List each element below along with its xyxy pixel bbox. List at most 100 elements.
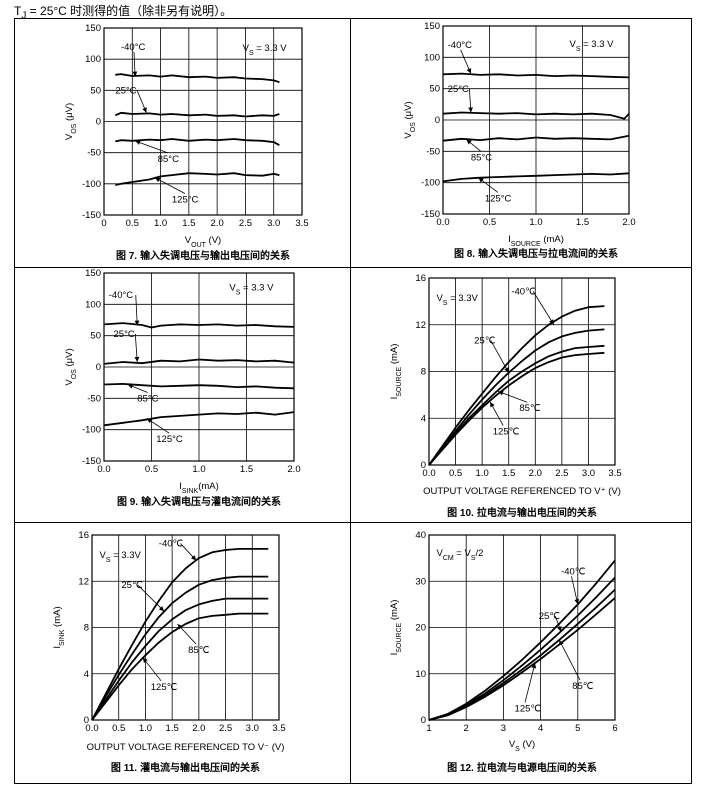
- annotation-arrow-line: [134, 140, 169, 154]
- x-axis-label-tail: (V): [206, 235, 221, 246]
- y-tick-label: 0: [421, 715, 426, 726]
- annotation-arrowhead: [127, 384, 134, 389]
- plot-frame: [442, 25, 630, 215]
- y-tick-label: 0: [435, 115, 440, 126]
- legend-vs-tail: = 3.3V: [447, 293, 478, 304]
- series-annotation: 25°C: [115, 85, 136, 96]
- y-axis-label: VOS (μV): [403, 101, 417, 138]
- y-tick-label: -100: [82, 425, 101, 436]
- y-axis-label: VOS (μV): [64, 348, 78, 385]
- y-tick-label: 0: [421, 460, 426, 471]
- grid: [103, 27, 303, 216]
- series-annotation: 85℃: [572, 681, 594, 692]
- annotation-arrowhead: [557, 626, 562, 632]
- y-axis-label: ISOURCE (mA): [389, 600, 403, 656]
- x-tick-label: 5: [575, 723, 580, 734]
- annotation-arrow-line: [135, 295, 138, 326]
- series-line-3: [115, 172, 280, 186]
- annotation-arrow-line: [532, 291, 555, 325]
- legend-vs-tail: = V: [454, 548, 472, 559]
- y-tick-label: 40: [415, 530, 426, 541]
- x-tick-label: 1.0: [139, 723, 152, 734]
- chart-fig10: 0.0 0.5 1.0 1.5 2.0 2.5 3.0 3.5 0 4 8 12 16 ISOURCE (…: [389, 273, 622, 519]
- legend-vs-main: V: [436, 293, 443, 304]
- x-axis-label-tail: (V): [520, 739, 535, 750]
- caption-number: 图 10.: [447, 507, 474, 519]
- x-axis-label: ISINK(mA): [179, 481, 219, 495]
- x-tick-label: 0.5: [145, 464, 158, 475]
- y-tick-label: 100: [85, 54, 101, 65]
- series-annotation: 125℃: [515, 704, 542, 715]
- x-axis-label-main: OUTPUT VOLTAGE REFERENCED TO V: [423, 486, 601, 497]
- x-tick-label: 0.5: [126, 218, 139, 229]
- series-annotation: 25°C: [448, 84, 469, 95]
- series-annotation: -40℃: [511, 286, 536, 297]
- x-axis-label-main: OUTPUT VOLTAGE REFERENCED TO V: [87, 742, 265, 753]
- x-tick-label: 1.5: [166, 723, 179, 734]
- y-tick-label: 12: [415, 320, 426, 331]
- y-tick-label: -50: [87, 148, 101, 159]
- legend-vs-tail: = 3.3V: [110, 550, 141, 561]
- legend-vs: VCM = VS/2: [436, 548, 483, 562]
- y-axis-label-tail: (mA): [389, 600, 400, 623]
- series-annotation: -40°C: [121, 42, 146, 53]
- y-axis-label-sub: OS: [71, 369, 78, 379]
- annotation-arrow-line: [497, 390, 528, 403]
- legend-vs: VS = 3.3 V: [569, 39, 614, 53]
- x-tick-label: 2.0: [529, 468, 542, 479]
- series-annotation: 85℃: [188, 645, 210, 656]
- x-tick-label: 2.0: [192, 723, 205, 734]
- x-axis-label-sub: S: [515, 746, 520, 753]
- y-tick-label: 50: [90, 331, 101, 342]
- annotation-arrowhead: [574, 598, 580, 605]
- annotation-arrow-line: [154, 177, 186, 194]
- x-axis-label-main: V: [509, 739, 516, 750]
- series-line-3: [442, 172, 630, 183]
- caption-number: 图 9.: [117, 496, 138, 508]
- annotation-arrowhead: [158, 606, 165, 612]
- series-line-0: [91, 547, 269, 721]
- x-axis-label-sub: SOURCE: [511, 241, 541, 248]
- series-line-3: [428, 597, 616, 721]
- x-tick-label: 2.5: [219, 723, 232, 734]
- grid: [428, 534, 616, 721]
- series-line-3: [428, 351, 605, 466]
- header-tj-sub: J: [21, 10, 27, 22]
- annotation-arrowhead: [134, 356, 140, 362]
- series-annotation: 25℃: [539, 611, 561, 622]
- y-axis-label-main: V: [64, 133, 75, 140]
- y-tick-label: 30: [415, 576, 426, 587]
- y-axis-label-tail: (μV): [64, 348, 75, 369]
- x-tick-label: 1.5: [576, 217, 589, 228]
- x-tick-label: 3.5: [272, 723, 285, 734]
- series-line-0: [428, 559, 616, 721]
- y-tick-label: 0: [84, 715, 89, 726]
- y-axis-label: ISOURCE (mA): [389, 344, 403, 400]
- x-axis-label-main: I: [508, 234, 511, 245]
- x-axis-label-main: I: [179, 481, 182, 492]
- x-tick-label: 0: [101, 218, 106, 229]
- y-axis-label-tail: (mA): [389, 344, 400, 367]
- y-tick-label: 4: [84, 669, 89, 680]
- y-axis-label-sub: SOURCE: [396, 622, 403, 652]
- plot-frame: [428, 277, 616, 466]
- x-tick-label: 1: [426, 723, 431, 734]
- annotation-arrowhead: [466, 68, 472, 74]
- legend-vs: VS = 3.3 V: [229, 282, 274, 296]
- annotation-arrowhead: [177, 624, 183, 630]
- x-tick-label: 0.0: [436, 217, 449, 228]
- y-axis-label-tail: (μV): [403, 101, 414, 122]
- legend-vs-main: V: [99, 550, 106, 561]
- series-annotation: 25°C: [114, 329, 135, 340]
- x-tick-label: 1.0: [476, 468, 489, 479]
- y-axis-label-sub: SINK: [59, 629, 66, 646]
- series-annotation: -40°C: [448, 40, 473, 51]
- y-tick-label: 16: [415, 273, 426, 284]
- x-axis-label: VS (V): [509, 739, 535, 753]
- annotation-arrowhead: [154, 177, 161, 183]
- figure-panel-fig8: 0.0 0.5 1.0 1.5 2.0 -150 -100 -50 0 50 100 150 VOS (…: [350, 18, 692, 268]
- chart-fig7: 0 0.5 1.0 1.5 2.0 2.5 3.0 3.5 -150 -100 -50 0 50 100 1…: [64, 23, 309, 262]
- y-tick-label: 100: [85, 299, 101, 310]
- caption-number: 图 8.: [454, 248, 475, 260]
- legend-vs: VS = 3.3V: [436, 293, 478, 307]
